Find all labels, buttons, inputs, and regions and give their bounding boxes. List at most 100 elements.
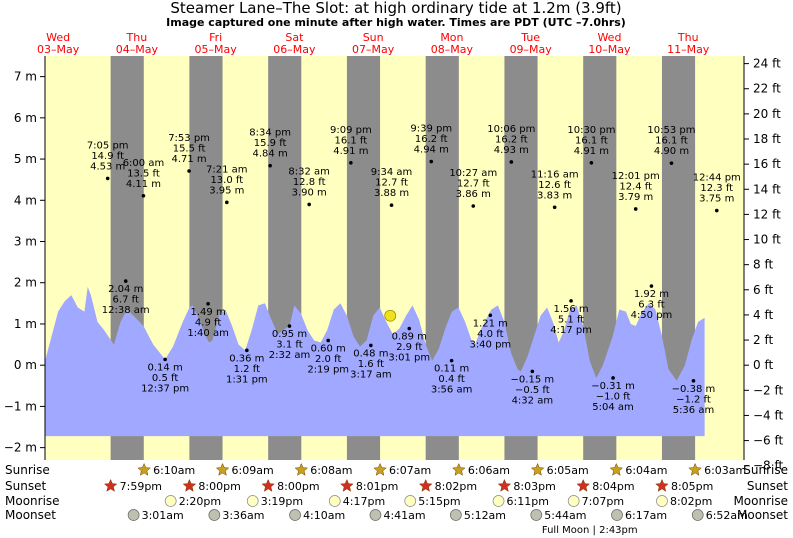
tide-extreme-label: 2:19 pm <box>307 364 349 375</box>
moonset-time: 4:10am <box>303 509 345 522</box>
tide-extreme-label: −0.31 m <box>591 381 635 392</box>
feet-tick-label: 14 ft <box>753 182 781 196</box>
sunrise-star-icon <box>215 462 230 476</box>
feet-tick-label: 0 ft <box>753 358 773 372</box>
tide-extreme-label: 6.3 ft <box>638 300 664 311</box>
sunrise-time: 6:04am <box>625 464 667 477</box>
tide-extreme-label: 3:01 pm <box>388 352 430 363</box>
moonrise-icon <box>656 495 668 507</box>
feet-tick-label: −2 ft <box>753 383 784 397</box>
sunrise-star-icon <box>137 462 151 476</box>
row-label-right: Moonrise <box>733 494 788 508</box>
sunset-star-icon <box>418 478 433 492</box>
tide-extreme-label: 9:09 pm <box>330 125 372 136</box>
meter-tick-label: −2 m <box>4 441 37 455</box>
date-label: 11–May <box>667 43 710 56</box>
tide-extreme-label: 1:40 am <box>187 328 229 339</box>
tide-extreme-label: 12:01 pm <box>612 171 660 182</box>
tide-extreme-label: 3:40 pm <box>469 339 511 350</box>
moonset-icon <box>127 509 140 521</box>
feet-tick-label: 24 ft <box>753 57 781 71</box>
sunrise-time: 6:07am <box>389 464 431 477</box>
tide-extreme-label: 6.7 ft <box>113 295 139 306</box>
tide-extreme-label: 0.60 m <box>311 343 346 354</box>
tide-extreme-label: 12.8 ft <box>293 177 326 188</box>
feet-tick-label: 20 ft <box>753 107 781 121</box>
moonset-time: 6:17am <box>625 509 667 522</box>
moonset-icon <box>208 509 221 521</box>
tide-extreme-label: 0.14 m <box>148 362 183 373</box>
tide-extreme-label: 0.5 ft <box>152 373 178 384</box>
tide-extreme-label: 6:00 am <box>123 158 165 169</box>
tide-extreme-label: 1.92 m <box>634 289 669 300</box>
moonrise-time: 7:07pm <box>582 495 624 508</box>
tide-extreme-label: 0.4 ft <box>438 374 464 385</box>
sunset-time: 7:59pm <box>120 480 162 493</box>
moonrise-icon <box>328 495 341 507</box>
moonset-time: 5:12am <box>464 509 506 522</box>
axes: 7 m 6 m 5 m 4 m 3 m 2 m 1 m 0 m −1 m −2 m 24 ft 22 … <box>4 56 784 473</box>
tide-extreme-point <box>509 160 514 164</box>
day-of-week-label: Fri <box>209 31 222 44</box>
moonrise-time: 8:02pm <box>670 495 712 508</box>
tide-extreme-point <box>669 161 674 165</box>
meter-tick-label: 3 m <box>14 235 37 249</box>
sunset-star-icon <box>340 478 354 492</box>
tide-extreme-point <box>488 313 493 318</box>
day-of-week-label: Tue <box>520 31 540 44</box>
moonset-icon <box>450 509 462 521</box>
tide-extreme-label: 9:39 pm <box>410 124 452 135</box>
sunset-time: 8:00pm <box>198 480 240 493</box>
sunset-star-icon <box>576 478 591 492</box>
tide-extreme-point <box>530 369 535 374</box>
date-label: 08–May <box>431 43 474 56</box>
tide-extreme-point <box>429 159 434 164</box>
tide-extreme-point <box>714 208 719 213</box>
moonset-time: 6:52am <box>706 509 748 522</box>
tide-extreme-point <box>552 205 557 210</box>
day-of-week-label: Wed <box>597 31 621 44</box>
tide-extreme-label: 0.89 m <box>392 331 427 342</box>
tide-extreme-label: 4.91 m <box>574 146 609 157</box>
sunset-time: 8:05pm <box>671 480 713 493</box>
tide-extreme-label: 4:50 pm <box>631 310 673 321</box>
date-label: 07–May <box>352 43 395 56</box>
tide-extreme-label: −0.38 m <box>672 384 716 395</box>
tide-extreme-label: 10:30 pm <box>567 125 615 136</box>
tide-extreme-label: 4.71 m <box>171 154 206 165</box>
tide-extreme-point <box>268 163 272 168</box>
tide-extreme-point <box>141 193 146 198</box>
tide-extreme-point <box>326 338 331 343</box>
tide-extreme-label: 10:27 am <box>449 168 497 179</box>
tide-extreme-point <box>407 326 412 331</box>
moonrise-icon <box>164 495 177 507</box>
date-label: 03–May <box>37 43 80 56</box>
tide-extreme-label: 4.0 ft <box>477 329 503 340</box>
tide-extreme-label: 13.5 ft <box>127 168 160 179</box>
tide-extreme-point <box>449 358 454 363</box>
tide-extreme-point <box>471 204 476 208</box>
tide-extreme-label: 10:06 pm <box>487 124 535 135</box>
feet-tick-label: 12 ft <box>753 207 781 221</box>
tide-extreme-label: −1.0 ft <box>596 391 631 402</box>
tide-extreme-label: 8:32 am <box>288 166 330 177</box>
tide-extreme-point <box>307 202 311 207</box>
tide-extreme-label: 3:17 am <box>350 369 392 380</box>
feet-tick-label: 2 ft <box>753 333 773 347</box>
tide-extreme-label: 3.1 ft <box>276 340 302 351</box>
tide-extreme-label: 16.1 ft <box>655 136 688 147</box>
sunrise-time: 6:10am <box>153 464 195 477</box>
date-label: 09–May <box>510 43 553 56</box>
tide-extreme-label: 1.49 m <box>191 307 226 318</box>
current-tide-marker <box>384 309 397 322</box>
row-label-right: Moonset <box>737 508 788 522</box>
feet-tick-label: −6 ft <box>753 434 784 448</box>
feet-tick-label: 22 ft <box>753 82 781 96</box>
tide-extreme-point <box>389 203 394 208</box>
tide-extreme-label: 1:31 pm <box>226 374 268 385</box>
tide-extreme-label: 12:37 pm <box>141 383 189 394</box>
day-of-week-label: Wed <box>46 31 70 44</box>
tide-extreme-label: 4.11 m <box>126 179 161 190</box>
sunset-time: 8:00pm <box>277 480 319 493</box>
